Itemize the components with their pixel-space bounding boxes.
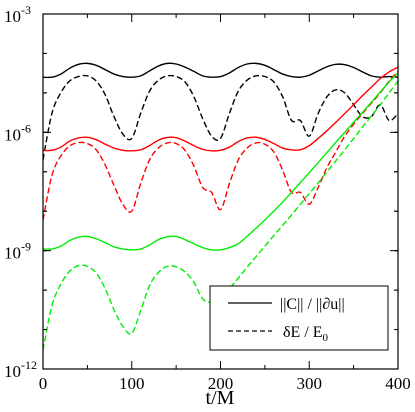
series-line-3 xyxy=(43,66,398,152)
legend-label-constraint: ||C|| / ||∂u|| xyxy=(280,296,345,313)
ticks-layer: 0 100 200 300 400 10-12 10-9 10-6 10-3 xyxy=(4,3,411,393)
series-line-5 xyxy=(43,72,398,251)
y-tick-label: 10-6 xyxy=(4,121,31,144)
legend-label-energy-subscript: 0 xyxy=(323,332,329,344)
y-tick-label: 10-12 xyxy=(4,358,37,381)
x-axis-label: t/M xyxy=(206,387,235,409)
x-tick-label: 100 xyxy=(119,374,145,393)
series-line-4 xyxy=(43,70,398,221)
legend: ||C|| / ||∂u|| δE / E0 xyxy=(209,285,389,351)
legend-label-energy-main: δE / E xyxy=(283,324,323,341)
x-tick-label: 300 xyxy=(297,374,323,393)
x-tick-label: 400 xyxy=(385,374,411,393)
legend-box xyxy=(209,285,389,351)
series-line-2 xyxy=(43,74,398,161)
y-tick-label: 10-3 xyxy=(4,3,31,26)
x-tick-label: 0 xyxy=(39,374,48,393)
series-line-1 xyxy=(43,62,398,79)
y-tick-label: 10-9 xyxy=(4,240,31,263)
legend-label-energy: δE / E0 xyxy=(283,324,329,344)
x-tick-label: 200 xyxy=(208,374,234,393)
